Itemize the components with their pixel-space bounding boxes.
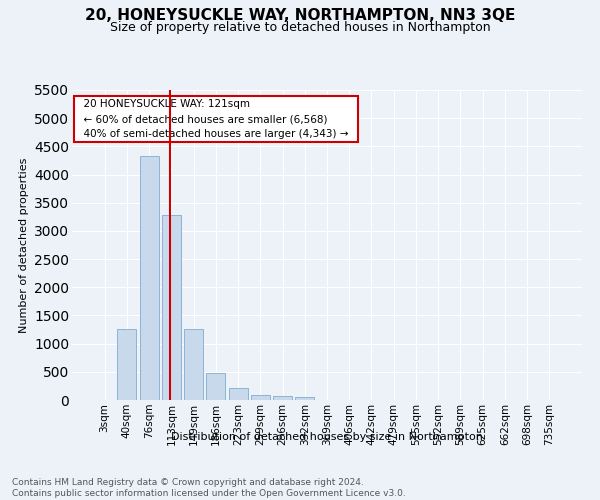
Text: Size of property relative to detached houses in Northampton: Size of property relative to detached ho… xyxy=(110,21,490,34)
Y-axis label: Number of detached properties: Number of detached properties xyxy=(19,158,29,332)
Text: Distribution of detached houses by size in Northampton: Distribution of detached houses by size … xyxy=(171,432,483,442)
Bar xyxy=(162,216,181,400)
Bar xyxy=(229,388,248,400)
Text: Contains HM Land Registry data © Crown copyright and database right 2024.
Contai: Contains HM Land Registry data © Crown c… xyxy=(12,478,406,498)
Text: 20, HONEYSUCKLE WAY, NORTHAMPTON, NN3 3QE: 20, HONEYSUCKLE WAY, NORTHAMPTON, NN3 3Q… xyxy=(85,8,515,22)
Bar xyxy=(251,395,270,400)
Bar xyxy=(206,373,225,400)
Bar xyxy=(140,156,158,400)
Bar xyxy=(295,397,314,400)
Bar xyxy=(184,328,203,400)
Bar xyxy=(273,396,292,400)
Bar xyxy=(118,328,136,400)
Text: 20 HONEYSUCKLE WAY: 121sqm  
  ← 60% of detached houses are smaller (6,568)  
  : 20 HONEYSUCKLE WAY: 121sqm ← 60% of deta… xyxy=(77,100,355,139)
